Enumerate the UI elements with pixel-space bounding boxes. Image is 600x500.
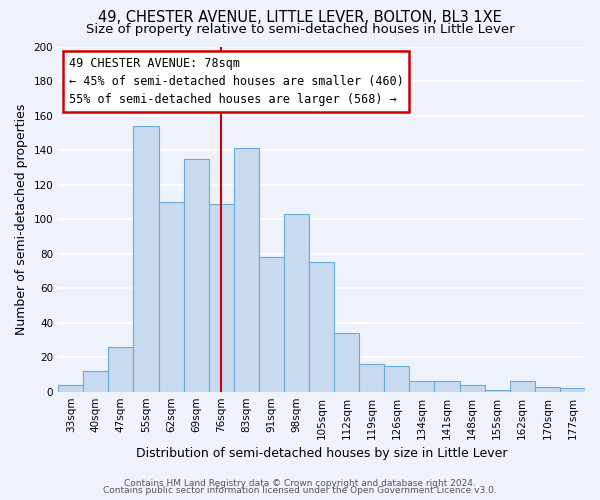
Text: Contains HM Land Registry data © Crown copyright and database right 2024.: Contains HM Land Registry data © Crown c… — [124, 478, 476, 488]
Bar — [184, 158, 209, 392]
Bar — [259, 257, 284, 392]
Text: 49 CHESTER AVENUE: 78sqm
← 45% of semi-detached houses are smaller (460)
55% of : 49 CHESTER AVENUE: 78sqm ← 45% of semi-d… — [69, 57, 404, 106]
Bar — [209, 204, 234, 392]
Bar — [560, 388, 585, 392]
Bar — [535, 386, 560, 392]
Bar — [409, 382, 434, 392]
Bar — [58, 385, 83, 392]
Bar — [460, 385, 485, 392]
Bar — [234, 148, 259, 392]
Bar — [334, 333, 359, 392]
Bar — [284, 214, 309, 392]
Bar — [434, 382, 460, 392]
Bar — [83, 371, 109, 392]
Y-axis label: Number of semi-detached properties: Number of semi-detached properties — [15, 104, 28, 335]
X-axis label: Distribution of semi-detached houses by size in Little Lever: Distribution of semi-detached houses by … — [136, 447, 508, 460]
Bar — [485, 390, 510, 392]
Bar — [510, 382, 535, 392]
Bar — [109, 347, 133, 392]
Text: Size of property relative to semi-detached houses in Little Lever: Size of property relative to semi-detach… — [86, 22, 514, 36]
Bar — [359, 364, 385, 392]
Bar — [385, 366, 409, 392]
Text: Contains public sector information licensed under the Open Government Licence v3: Contains public sector information licen… — [103, 486, 497, 495]
Text: 49, CHESTER AVENUE, LITTLE LEVER, BOLTON, BL3 1XE: 49, CHESTER AVENUE, LITTLE LEVER, BOLTON… — [98, 10, 502, 25]
Bar — [309, 262, 334, 392]
Bar — [158, 202, 184, 392]
Bar — [133, 126, 158, 392]
